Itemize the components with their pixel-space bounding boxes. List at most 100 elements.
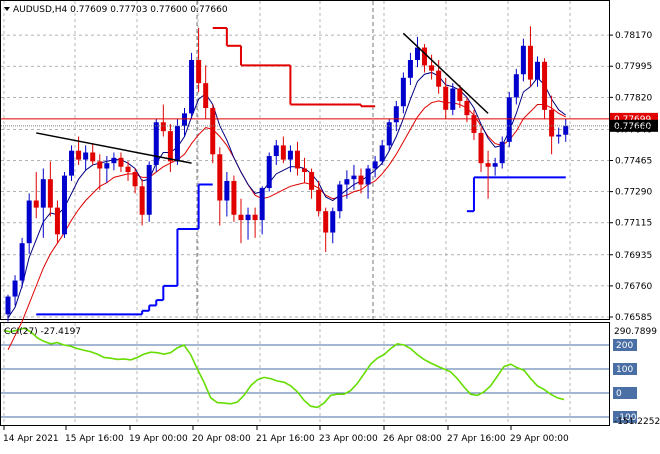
candle-body [549, 109, 555, 137]
bid-price-label: 0.77660 [614, 122, 651, 132]
candle-body [436, 70, 442, 87]
cci-level-label: 0 [616, 389, 622, 399]
candle-body [273, 145, 279, 157]
candle-body [323, 211, 329, 233]
candle-body [407, 60, 413, 78]
candle-body [400, 77, 406, 107]
time-label: 29 Apr 00:00 [510, 434, 569, 444]
candle-body [513, 74, 519, 98]
candle-body [266, 156, 272, 189]
cci-level-label: 100 [616, 365, 633, 375]
candle-body [450, 88, 456, 110]
dropdown-triangle-icon[interactable] [4, 7, 10, 11]
candle-body [231, 180, 237, 215]
time-label: 15 Apr 16:00 [65, 434, 124, 444]
candle-body [26, 200, 32, 244]
cci-axis: 200 100 0 -100 [613, 339, 637, 423]
time-label: 19 Apr 00:00 [129, 434, 188, 444]
candle-body [217, 154, 223, 201]
candle-body [139, 186, 145, 215]
candle-body [111, 157, 117, 164]
cci-line-path [3, 327, 565, 409]
candle-body [563, 125, 569, 135]
candle-body [47, 179, 53, 208]
candle-body [125, 166, 131, 173]
candle-body [61, 175, 67, 235]
candle-body [182, 113, 187, 126]
candle-body [189, 60, 195, 114]
candle-body [330, 211, 336, 233]
candle-body [358, 175, 364, 185]
candle-body [83, 152, 89, 160]
candle-body [464, 100, 470, 116]
price-label: 0.76760 [615, 282, 652, 292]
trendline [402, 32, 489, 114]
candle-body [535, 61, 540, 80]
price-markers: 0.776990.77660 [1, 112, 658, 132]
candle-body [351, 175, 357, 180]
candle-body [379, 145, 385, 162]
candle-body [132, 172, 138, 187]
time-label: 23 Apr 00:00 [319, 434, 378, 444]
candle-body [520, 45, 526, 75]
candle-body [12, 280, 18, 297]
candle-body [238, 214, 244, 221]
candle-body [287, 150, 293, 160]
candle-body [19, 243, 25, 281]
candle-body [259, 188, 265, 221]
cci-level-lines [1, 344, 609, 418]
candle-body [492, 163, 498, 167]
candle-body [365, 168, 371, 185]
candle-body [542, 61, 548, 110]
price-label: 0.77820 [615, 93, 652, 103]
time-label: 20 Apr 08:00 [192, 434, 251, 444]
candle-body [174, 125, 180, 162]
candle-body [485, 163, 491, 167]
candles [5, 26, 569, 322]
candle-body [196, 60, 202, 84]
candle-body [146, 164, 152, 215]
price-label: 0.77640 [615, 125, 652, 135]
candle-body [76, 150, 82, 160]
trendlines [36, 32, 489, 164]
time-label: 27 Apr 16:00 [447, 434, 506, 444]
candle-body [337, 184, 343, 212]
price-axis: 0.78170 0.77995 0.77820 0.77640 0.77465 0.772… [609, 31, 652, 323]
price-label: 0.77465 [615, 156, 652, 166]
candle-body [429, 65, 435, 71]
candle-body [153, 122, 159, 165]
candle-body [210, 108, 216, 155]
trendline [36, 132, 192, 164]
price-label: 0.76585 [615, 313, 652, 323]
candle-body [294, 150, 300, 169]
price-label: 0.77290 [615, 188, 652, 198]
cci-level-badge [613, 339, 637, 351]
candle-body [245, 214, 251, 221]
time-label: 21 Apr 16:00 [256, 434, 315, 444]
stop-line [212, 27, 376, 108]
candle-body [443, 86, 449, 110]
cci-level-badge [613, 411, 637, 423]
candle-body [422, 47, 428, 66]
candle-body [506, 97, 512, 142]
candle-body [478, 132, 484, 164]
candle-body [167, 131, 173, 162]
price-label: 0.76935 [615, 251, 652, 261]
candle-body [414, 47, 420, 61]
candle-body [386, 122, 392, 146]
candle-body [309, 172, 315, 190]
cci-level-label: 200 [616, 341, 633, 351]
cci-max-label: 290.7899 [614, 327, 657, 337]
bid-price-badge [610, 119, 658, 132]
candle-body [69, 150, 75, 176]
cci-level-badge [613, 363, 637, 375]
candle-body [118, 157, 124, 167]
candle-body [344, 179, 350, 185]
time-axis: 14 Apr 2021 15 Apr 16:00 19 Apr 00:00 20 Ap… [3, 426, 569, 444]
candle-body [203, 83, 209, 109]
candle-body [160, 122, 166, 132]
symbol-header: AUDUSD,H4 0.77609 0.77703 0.77600 0.7766… [13, 5, 228, 15]
candle-body [5, 296, 11, 315]
